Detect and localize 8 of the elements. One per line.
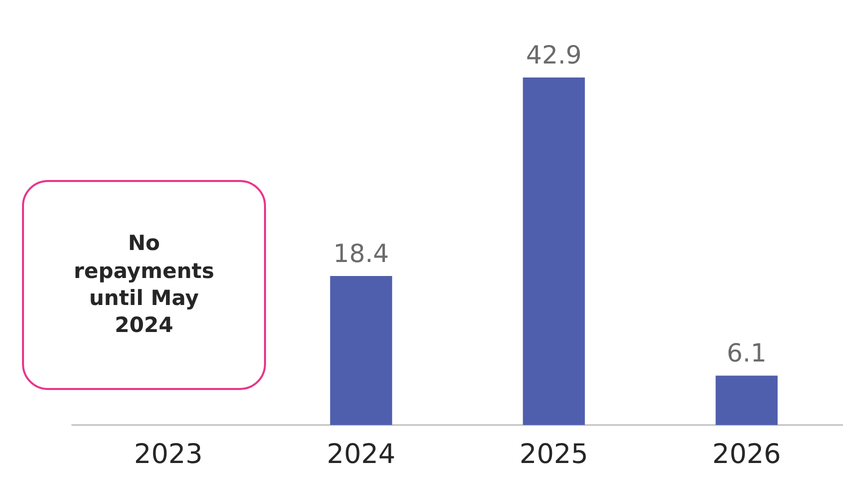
x-tick-label: 2026 (712, 439, 781, 470)
data-label: 18.4 (333, 238, 389, 268)
data-label: 6.1 (726, 338, 767, 368)
data-label: 42.9 (526, 40, 582, 70)
rounded-frame: No repayments until May 2024 (22, 180, 266, 390)
x-tick-label: 2023 (134, 439, 203, 470)
x-tick-label: 2024 (326, 439, 396, 470)
x-tick-label: 2025 (520, 439, 588, 470)
